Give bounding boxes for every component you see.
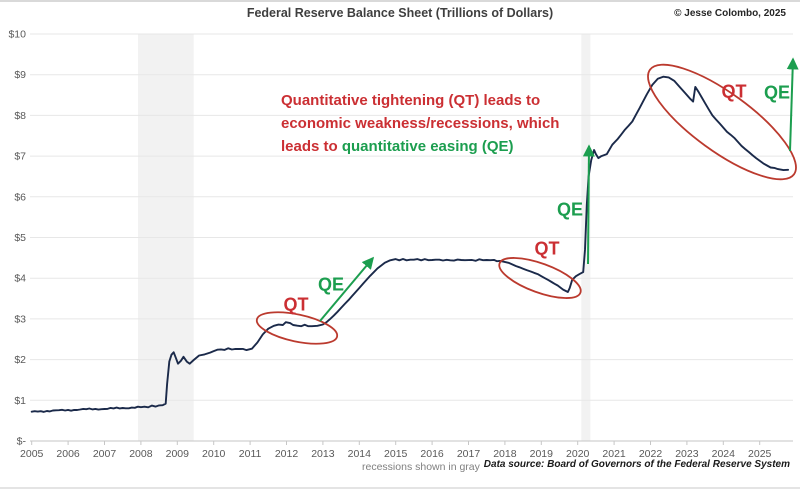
x-tick-label: 2010 — [202, 448, 226, 460]
fed-balance-sheet-line — [30, 75, 790, 413]
x-tick-label: 2009 — [166, 448, 190, 460]
qt-ellipse — [255, 311, 339, 345]
data-source-note: Data source: Board of Governors of the F… — [483, 459, 790, 470]
x-tick-label: 2016 — [420, 448, 444, 460]
x-tick-label: 2024 — [712, 448, 736, 460]
x-tick-label: 2018 — [493, 448, 517, 460]
x-tick-label: 2012 — [275, 448, 299, 460]
y-tick-label: $10 — [8, 29, 26, 41]
annotation-note-line3: leads to quantitative easing (QE) — [281, 135, 559, 158]
x-tick-label: 2008 — [129, 448, 153, 460]
x-tick-label: 2011 — [239, 448, 262, 460]
x-tick-label: 2022 — [639, 448, 663, 460]
x-tick-label: 2020 — [566, 448, 590, 460]
y-tick-label: $9 — [14, 69, 26, 81]
y-tick-label: $- — [17, 436, 27, 448]
x-tick-label: 2014 — [348, 448, 372, 460]
y-tick-label: $1 — [14, 395, 26, 407]
qt-ellipse-annotations — [255, 63, 797, 345]
qt-ellipse — [647, 63, 797, 181]
y-tick-label: $3 — [14, 313, 26, 325]
recessions-note: recessions shown in gray — [362, 461, 480, 473]
annotation-note: Quantitative tightening (QT) leads to ec… — [281, 89, 559, 158]
annotation-note-line3-red: leads to — [281, 138, 342, 155]
x-axis — [30, 440, 793, 445]
x-tick-label: 2005 — [20, 448, 44, 460]
qe-arrow-annotations — [319, 57, 799, 322]
qt-label: QT — [722, 82, 747, 102]
y-axis-labels: $10 $9 $8 $7 $6 $5 $4 $3 $2 $1 $- — [8, 29, 26, 448]
annotation-note-line1: Quantitative tightening (QT) leads to — [281, 92, 541, 109]
x-tick-label: 2025 — [748, 448, 772, 460]
x-tick-label: 2013 — [311, 448, 335, 460]
qe-arrow — [786, 57, 799, 152]
y-tick-label: $8 — [14, 110, 26, 122]
x-tick-label: 2017 — [457, 448, 481, 460]
y-tick-label: $5 — [14, 232, 26, 244]
qe-arrow — [319, 256, 375, 322]
qt-ellipse — [498, 257, 582, 299]
x-tick-label: 2006 — [56, 448, 80, 460]
page-title: Federal Reserve Balance Sheet (Trillions… — [246, 6, 554, 20]
y-tick-label: $2 — [14, 354, 26, 366]
x-tick-label: 2015 — [384, 448, 408, 460]
annotation-note-line2: economic weakness/recessions, which — [281, 115, 560, 132]
x-axis-labels: 2005 2006 2007 2008 2009 2010 2011 2012 2013 2014… — [20, 448, 772, 460]
annotation-note-line3-green: quantitative easing (QE) — [341, 138, 514, 155]
qe-label: QE — [764, 83, 790, 103]
y-tick-label: $7 — [14, 151, 26, 163]
x-tick-label: 2023 — [675, 448, 699, 460]
qe-label: QE — [318, 275, 344, 295]
x-tick-label: 2007 — [93, 448, 117, 460]
qe-label: QE — [557, 200, 583, 220]
y-tick-label: $4 — [14, 273, 26, 285]
x-tick-label: 2021 — [602, 448, 626, 460]
y-tick-label: $6 — [14, 191, 26, 203]
qt-qe-labels: QT QE QT QE QT QE — [284, 82, 791, 315]
qe-arrow — [582, 144, 595, 265]
gridlines — [30, 33, 793, 401]
qt-label: QT — [284, 295, 309, 315]
qt-label: QT — [535, 239, 560, 259]
copyright: © Jesse Colombo, 2025 — [674, 8, 786, 19]
x-tick-label: 2019 — [530, 448, 554, 460]
data-series-line — [30, 75, 790, 413]
